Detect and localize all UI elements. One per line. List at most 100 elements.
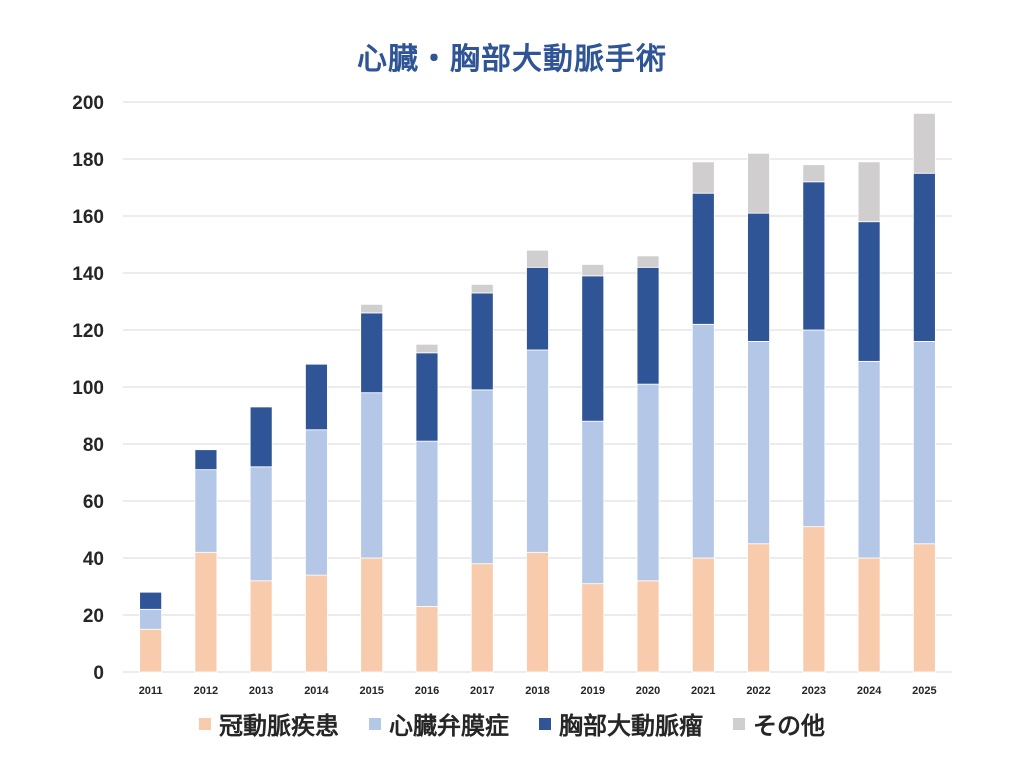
legend-item-2: 胸部大動脈瘤: [539, 706, 703, 741]
x-tick-label: 2015: [359, 685, 383, 697]
bar-segment-2019-series-2: [581, 275, 605, 422]
bar-segment-2011-series-0: [139, 628, 163, 673]
bar-segment-2020-series-3: [636, 255, 660, 268]
bar-group-2014: [305, 363, 328, 673]
legend-label: 心臓弁膜症: [389, 712, 509, 740]
y-tick-label: 80: [83, 435, 104, 456]
y-tick-label: 180: [72, 150, 104, 171]
x-tick-label: 2020: [636, 685, 660, 697]
y-tick-label: 200: [72, 93, 104, 114]
legend-swatch: [733, 717, 745, 730]
bar-segment-2021-series-0: [691, 557, 715, 673]
x-tick-label: 2021: [691, 685, 715, 697]
legend: 冠動脈疾患 心臓弁膜症 胸部大動脈瘤 その他: [0, 706, 1024, 741]
x-tick-label: 2019: [581, 685, 605, 697]
y-tick-label: 40: [83, 549, 104, 570]
bar-segment-2016-series-2: [415, 352, 439, 442]
x-axis-ticks: 2011 2012 2013 2014 2015 2016 2017 2018 2019 2020…: [139, 685, 937, 697]
bar-segment-2025-series-3: [912, 113, 936, 174]
y-tick-label: 100: [72, 378, 104, 399]
chart-title: 心臓・胸部大動脈手術: [357, 42, 667, 77]
bar-segment-2017-series-2: [470, 292, 494, 391]
bar-segment-2011-series-1: [139, 608, 163, 630]
bar-segment-2015-series-0: [360, 557, 384, 673]
bar-segment-2020-series-2: [636, 266, 660, 385]
bar-segment-2011-series-2: [139, 591, 163, 610]
bar-segment-2020-series-0: [636, 580, 660, 673]
x-tick-label: 2011: [139, 685, 163, 697]
bar-segment-2014-series-2: [305, 363, 328, 431]
bar-group-2016: [415, 343, 439, 673]
bar-segment-2018-series-0: [526, 551, 549, 673]
bar-group-2025: [912, 113, 936, 673]
bar-segment-2023-series-3: [802, 164, 826, 183]
x-tick-label: 2012: [194, 685, 218, 697]
y-tick-label: 120: [72, 321, 104, 342]
x-tick-label: 2024: [857, 685, 882, 697]
legend-swatch: [369, 717, 381, 730]
bar-segment-2022-series-0: [747, 543, 770, 673]
bar-segment-2012-series-1: [194, 469, 218, 553]
bar-segment-2019-series-0: [581, 583, 605, 673]
bar-segment-2022-series-1: [747, 340, 770, 545]
legend-label: 胸部大動脈瘤: [559, 712, 703, 740]
y-axis-ticks: 0 20 40 60 80 100 120 140 160 180 200: [72, 93, 104, 684]
y-tick-label: 60: [83, 492, 104, 513]
legend-item-0: 冠動脈疾患: [199, 706, 339, 741]
bar-segment-2013-series-0: [249, 580, 273, 673]
x-tick-label: 2016: [415, 685, 439, 697]
bar-segment-2017-series-1: [470, 389, 494, 565]
bar-segment-2022-series-2: [747, 212, 770, 342]
x-tick-label: 2014: [304, 685, 329, 697]
bar-group-2011: [139, 591, 163, 673]
bar-segment-2016-series-1: [415, 440, 439, 607]
bar-segment-2023-series-2: [802, 181, 826, 331]
bar-segment-2025-series-2: [912, 172, 936, 342]
bars: [139, 113, 936, 673]
bar-segment-2015-series-2: [360, 312, 384, 394]
bar-segment-2018-series-1: [526, 349, 549, 553]
bar-segment-2022-series-3: [747, 152, 770, 214]
bar-segment-2021-series-1: [691, 323, 715, 559]
x-tick-label: 2022: [746, 685, 770, 697]
x-tick-label: 2013: [249, 685, 273, 697]
bar-group-2023: [802, 164, 826, 673]
x-tick-label: 2025: [912, 685, 936, 697]
bar-segment-2018-series-3: [526, 249, 549, 268]
x-tick-label: 2018: [525, 685, 549, 697]
legend-item-1: 心臓弁膜症: [369, 706, 509, 741]
bar-segment-2020-series-1: [636, 383, 660, 582]
bar-segment-2024-series-1: [857, 360, 881, 559]
bar-group-2015: [360, 303, 384, 673]
bar-group-2022: [747, 152, 770, 673]
bar-segment-2024-series-2: [857, 221, 881, 362]
y-tick-label: 140: [72, 264, 104, 285]
bar-segment-2013-series-2: [249, 406, 273, 468]
bar-group-2018: [526, 249, 549, 673]
bar-segment-2018-series-2: [526, 266, 549, 351]
bar-segment-2019-series-3: [581, 264, 605, 277]
bar-group-2021: [691, 161, 715, 673]
bar-segment-2014-series-1: [305, 429, 328, 576]
legend-item-3: その他: [733, 706, 825, 741]
bar-segment-2013-series-1: [249, 466, 273, 582]
bar-segment-2017-series-3: [470, 283, 494, 294]
y-tick-label: 0: [93, 663, 104, 684]
bar-segment-2012-series-0: [194, 551, 218, 673]
bar-group-2013: [249, 406, 273, 673]
legend-swatch: [199, 717, 211, 730]
bar-group-2019: [581, 264, 605, 673]
bar-segment-2015-series-3: [360, 303, 384, 314]
bar-segment-2023-series-1: [802, 329, 826, 528]
bar-segment-2016-series-3: [415, 343, 439, 354]
bar-segment-2024-series-0: [857, 557, 881, 673]
bar-group-2024: [857, 161, 881, 673]
y-tick-label: 20: [83, 606, 104, 627]
bar-segment-2025-series-0: [912, 543, 936, 673]
bar-segment-2014-series-0: [305, 574, 328, 673]
bar-group-2020: [636, 255, 660, 673]
bar-segment-2025-series-1: [912, 340, 936, 545]
legend-swatch: [539, 717, 551, 730]
legend-label: 冠動脈疾患: [219, 712, 339, 740]
